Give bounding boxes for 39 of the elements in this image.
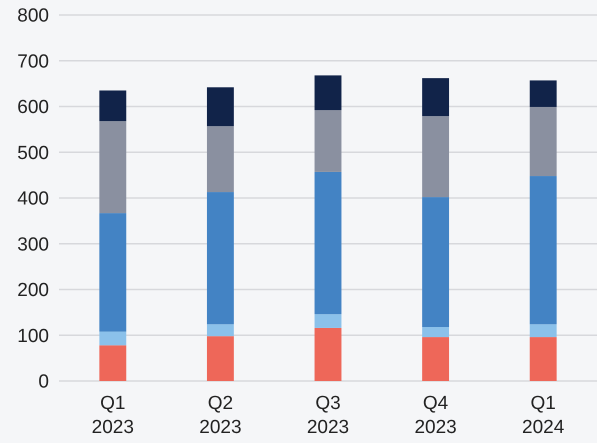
- x-tick-label: Q2 2023: [199, 393, 242, 438]
- bar: [530, 337, 557, 381]
- y-tick-label: 300: [17, 234, 49, 256]
- bar: [99, 332, 126, 346]
- bar: [422, 197, 450, 328]
- y-tick-label: 500: [17, 142, 49, 164]
- bar: [422, 327, 450, 338]
- bar: [314, 75, 342, 110]
- bar: [530, 176, 557, 324]
- bar: [422, 337, 450, 381]
- bar: [206, 126, 234, 192]
- bar: [99, 345, 126, 381]
- bar: [314, 172, 342, 314]
- x-tick-label: Q1 2024: [522, 393, 565, 438]
- y-tick-label: 600: [17, 97, 49, 118]
- x-tick-label: Q3 2023: [306, 393, 350, 438]
- y-tick-label: 100: [17, 326, 49, 347]
- bar: [314, 110, 342, 172]
- bar: [530, 80, 557, 107]
- bar: [422, 78, 450, 116]
- bar: [206, 324, 234, 336]
- x-tick-label: Q1 2023: [92, 393, 134, 438]
- y-tick-label: 0: [38, 372, 49, 393]
- bar: [530, 324, 557, 338]
- bar: [530, 106, 557, 176]
- y-tick-label: 200: [17, 280, 49, 302]
- bar: [99, 121, 126, 214]
- bar: [206, 192, 234, 324]
- y-tick-label: 700: [17, 51, 49, 72]
- bar: [206, 87, 234, 126]
- y-tick-label: 800: [17, 6, 49, 27]
- bar: [314, 328, 342, 381]
- x-tick-label: Q4 2023: [414, 393, 457, 438]
- bar: [99, 213, 126, 332]
- bar: [314, 314, 342, 328]
- y-tick-label: 400: [17, 188, 49, 210]
- bar: [206, 336, 234, 381]
- bar: [422, 116, 450, 198]
- bar: [99, 90, 126, 122]
